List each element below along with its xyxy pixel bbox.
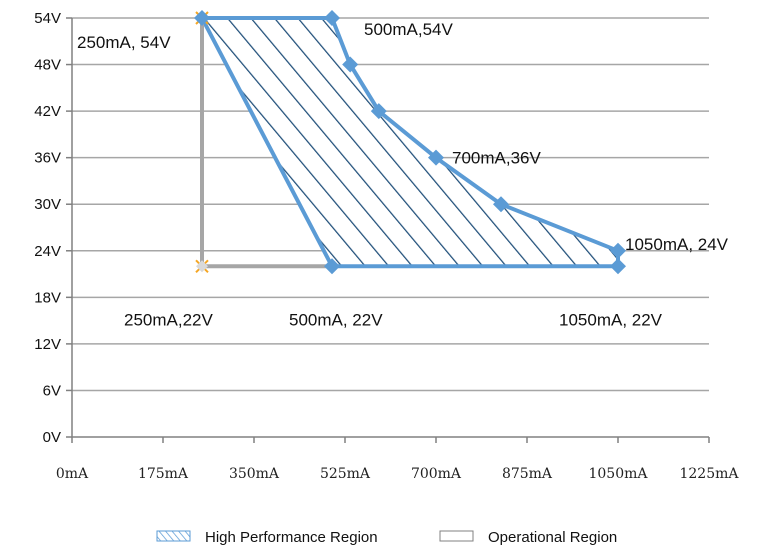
legend: High Performance Region Operational Regio… — [156, 529, 617, 546]
marker-diamond — [194, 10, 210, 26]
marker-diamond — [370, 103, 387, 120]
x-tick-label: 700mA — [411, 466, 462, 482]
x-tick-label: 1225mA — [679, 466, 739, 482]
marker-diamond — [342, 56, 359, 73]
marker-diamond — [324, 258, 340, 275]
y-tick-label: 30V — [34, 196, 61, 213]
legend-swatch-operational — [439, 530, 474, 542]
x-tick-label: 525mA — [320, 466, 371, 482]
marker-diamond — [428, 149, 444, 166]
data-markers — [194, 10, 626, 275]
x-tick-label: 0mA — [56, 466, 89, 482]
y-tick-label: 12V — [34, 336, 61, 353]
y-tick-label: 18V — [34, 289, 61, 306]
annotation-label: 250mA, 54V — [77, 33, 171, 52]
y-tick-label: 36V — [34, 150, 61, 167]
high-performance-region — [200, 16, 620, 269]
x-tick-label: 350mA — [229, 466, 280, 482]
y-tick-label: 42V — [34, 103, 61, 120]
x-tick-label: 175mA — [138, 466, 189, 482]
annotation-label: 700mA,36V — [452, 149, 541, 168]
annotation-label: 1050mA, 22V — [559, 310, 663, 329]
annotation-label: 1050mA, 24V — [625, 235, 729, 254]
x-tick-label: 1050mA — [588, 466, 648, 482]
marker-diamond — [324, 10, 340, 26]
annotation-label: 250mA,22V — [124, 310, 213, 329]
y-tick-label: 0V — [43, 429, 61, 446]
legend-label-operational: Operational Region — [488, 529, 617, 546]
annotation-label: 500mA, 22V — [289, 310, 383, 329]
axes: 0V 6V 12V 18V 24V 30V 36V 42V 48V 54V 0mA 175mA 350m… — [34, 10, 739, 482]
y-tick-label: 54V — [34, 10, 61, 27]
annotation-label: 500mA,54V — [364, 20, 453, 39]
y-tick-label: 48V — [34, 57, 61, 74]
marker-diamond — [610, 242, 626, 259]
y-tick-label: 24V — [34, 243, 61, 260]
marker-diamond — [610, 258, 626, 275]
legend-label-high-performance: High Performance Region — [205, 529, 378, 546]
marker-diamond — [196, 260, 208, 273]
annotations: 250mA, 54V 500mA,54V 700mA,36V 1050mA, 24V 2… — [77, 20, 729, 329]
legend-swatch-high-performance — [156, 530, 191, 542]
x-tick-label: 875mA — [502, 466, 553, 482]
y-tick-label: 6V — [43, 382, 61, 399]
marker-diamond — [493, 196, 509, 213]
plot-areas — [200, 16, 620, 269]
